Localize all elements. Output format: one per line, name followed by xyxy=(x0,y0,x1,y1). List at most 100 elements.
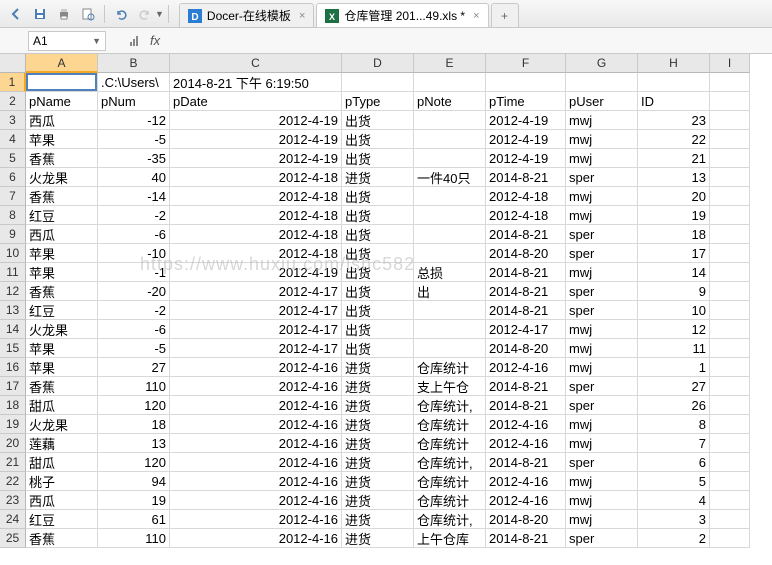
column-header[interactable]: A xyxy=(26,54,98,73)
cell[interactable]: mwj xyxy=(566,187,638,206)
cell[interactable]: 2012-4-18 xyxy=(170,244,342,263)
cell[interactable] xyxy=(710,244,750,263)
cell[interactable]: 13 xyxy=(98,434,170,453)
column-header[interactable]: I xyxy=(710,54,750,73)
cell[interactable]: 2012-4-18 xyxy=(170,187,342,206)
cell[interactable]: 出货 xyxy=(342,149,414,168)
cell[interactable]: 出货 xyxy=(342,130,414,149)
cell[interactable]: 2012-4-17 xyxy=(486,320,566,339)
cell[interactable]: -12 xyxy=(98,111,170,130)
cell[interactable]: 18 xyxy=(98,415,170,434)
row-header[interactable]: 7 xyxy=(0,187,26,206)
cell[interactable]: 出货 xyxy=(342,225,414,244)
row-header[interactable]: 6 xyxy=(0,168,26,187)
cell[interactable]: pUser xyxy=(566,92,638,111)
cell[interactable]: 红豆 xyxy=(26,206,98,225)
cell[interactable]: 2014-8-21 xyxy=(486,263,566,282)
cell[interactable]: 27 xyxy=(638,377,710,396)
cell[interactable] xyxy=(710,301,750,320)
cell[interactable] xyxy=(710,225,750,244)
row-header[interactable]: 22 xyxy=(0,472,26,491)
cell[interactable] xyxy=(710,510,750,529)
cell[interactable]: 西瓜 xyxy=(26,225,98,244)
row-header[interactable]: 21 xyxy=(0,453,26,472)
row-header[interactable]: 17 xyxy=(0,377,26,396)
cell[interactable] xyxy=(710,358,750,377)
cell[interactable] xyxy=(710,130,750,149)
cell[interactable]: 进货 xyxy=(342,529,414,548)
column-header[interactable]: E xyxy=(414,54,486,73)
cell[interactable] xyxy=(710,263,750,282)
cell[interactable]: -5 xyxy=(98,130,170,149)
cell[interactable]: 火龙果 xyxy=(26,320,98,339)
select-all-corner[interactable] xyxy=(0,54,26,73)
column-header[interactable]: H xyxy=(638,54,710,73)
cell[interactable]: 9 xyxy=(638,282,710,301)
cell[interactable]: 进货 xyxy=(342,168,414,187)
cell[interactable]: 2012-4-17 xyxy=(170,282,342,301)
cell[interactable]: 香蕉 xyxy=(26,149,98,168)
chevron-down-icon[interactable]: ▼ xyxy=(92,36,101,46)
cell[interactable]: mwj xyxy=(566,130,638,149)
cell[interactable]: 仓库统计 xyxy=(414,491,486,510)
cell[interactable]: 10 xyxy=(638,301,710,320)
tab-docer[interactable]: D Docer-在线模板 × xyxy=(179,3,314,27)
cell[interactable]: 19 xyxy=(98,491,170,510)
cell[interactable] xyxy=(710,434,750,453)
cell[interactable]: pNum xyxy=(98,92,170,111)
cell[interactable] xyxy=(342,73,414,92)
cell[interactable]: 18 xyxy=(638,225,710,244)
cell[interactable]: 2012-4-16 xyxy=(486,434,566,453)
cell[interactable]: -20 xyxy=(98,282,170,301)
cell[interactable]: 仓库统计, xyxy=(414,510,486,529)
cell[interactable]: 进货 xyxy=(342,434,414,453)
cell[interactable]: 94 xyxy=(98,472,170,491)
row-header[interactable]: 11 xyxy=(0,263,26,282)
column-header[interactable]: G xyxy=(566,54,638,73)
print-icon[interactable] xyxy=(53,3,75,25)
cell[interactable]: -1 xyxy=(98,263,170,282)
cell[interactable]: 进货 xyxy=(342,358,414,377)
cell[interactable]: 2014-8-21 xyxy=(486,377,566,396)
cell[interactable]: 2012-4-16 xyxy=(170,377,342,396)
row-header[interactable]: 2 xyxy=(0,92,26,111)
cell[interactable]: 苹果 xyxy=(26,130,98,149)
cell[interactable]: 西瓜 xyxy=(26,111,98,130)
row-header[interactable]: 25 xyxy=(0,529,26,548)
cell[interactable]: 进货 xyxy=(342,453,414,472)
cell[interactable] xyxy=(414,187,486,206)
cell[interactable]: -10 xyxy=(98,244,170,263)
row-header[interactable]: 1 xyxy=(0,73,26,92)
cell[interactable]: 110 xyxy=(98,377,170,396)
row-header[interactable]: 15 xyxy=(0,339,26,358)
cell[interactable]: 甜瓜 xyxy=(26,396,98,415)
cell[interactable]: -2 xyxy=(98,301,170,320)
cell[interactable]: sper xyxy=(566,396,638,415)
tab-workbook[interactable]: X 仓库管理 201...49.xls * × xyxy=(316,3,488,27)
cell[interactable]: mwj xyxy=(566,434,638,453)
cell[interactable]: 2012-4-19 xyxy=(170,130,342,149)
row-header[interactable]: 12 xyxy=(0,282,26,301)
cell[interactable]: mwj xyxy=(566,206,638,225)
cell[interactable]: 2012-4-16 xyxy=(170,472,342,491)
cell[interactable]: 3 xyxy=(638,510,710,529)
row-header[interactable]: 23 xyxy=(0,491,26,510)
cell[interactable]: 2012-4-16 xyxy=(170,510,342,529)
cell[interactable]: sper xyxy=(566,529,638,548)
cell[interactable]: 12 xyxy=(638,320,710,339)
cell[interactable]: 仓库统计 xyxy=(414,434,486,453)
cell[interactable] xyxy=(710,73,750,92)
cell[interactable]: 14 xyxy=(638,263,710,282)
cell[interactable]: 6 xyxy=(638,453,710,472)
cell[interactable]: pType xyxy=(342,92,414,111)
cell[interactable] xyxy=(710,339,750,358)
cell[interactable] xyxy=(414,320,486,339)
cell[interactable]: 出 xyxy=(414,282,486,301)
cell[interactable]: 40 xyxy=(98,168,170,187)
cell[interactable]: 120 xyxy=(98,396,170,415)
cell[interactable] xyxy=(638,73,710,92)
cell[interactable] xyxy=(566,73,638,92)
row-header[interactable]: 20 xyxy=(0,434,26,453)
cell[interactable]: 26 xyxy=(638,396,710,415)
cell[interactable]: 进货 xyxy=(342,396,414,415)
